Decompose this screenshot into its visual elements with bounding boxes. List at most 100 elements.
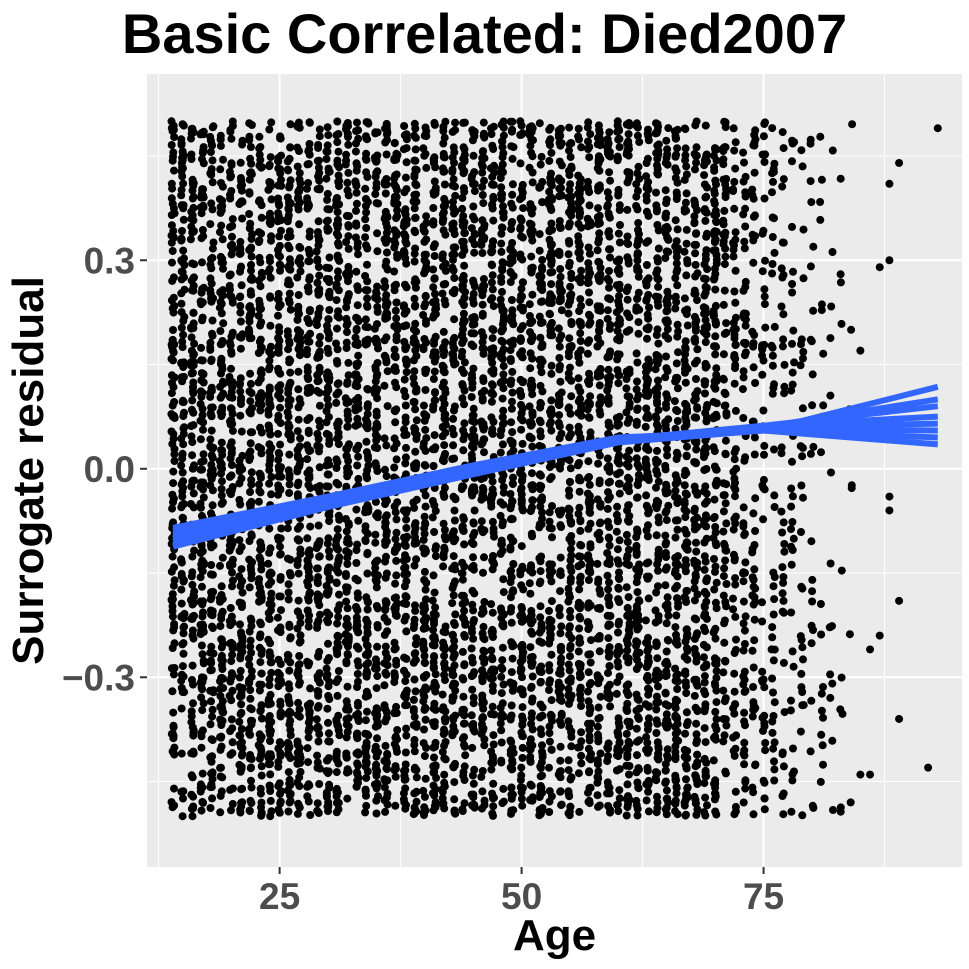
scatter-point xyxy=(517,284,526,293)
scatter-point xyxy=(459,325,467,334)
scatter-point xyxy=(215,457,224,465)
scatter-point xyxy=(517,603,526,611)
scatter-point xyxy=(392,405,401,414)
scatter-point xyxy=(507,142,516,151)
scatter-point xyxy=(177,612,186,621)
scatter-point xyxy=(467,790,476,799)
scatter-point xyxy=(228,800,237,808)
scatter-point xyxy=(265,365,273,374)
scatter-point xyxy=(410,191,419,199)
scatter-point xyxy=(354,351,363,360)
scatter-point xyxy=(419,624,428,633)
scatter-point xyxy=(410,675,419,684)
scatter-point xyxy=(430,528,439,536)
scatter-point xyxy=(189,227,198,236)
scatter-point xyxy=(486,295,495,304)
scatter-point xyxy=(208,205,217,214)
scatter-point xyxy=(219,708,228,717)
scatter-point xyxy=(275,671,284,679)
scatter-point xyxy=(294,291,303,299)
scatter-point xyxy=(537,620,546,629)
scatter-point xyxy=(392,515,401,524)
scatter-point xyxy=(555,184,564,193)
scatter-point xyxy=(383,235,392,244)
scatter-point xyxy=(190,587,199,596)
scatter-point xyxy=(469,202,478,211)
scatter-point xyxy=(518,353,527,362)
scatter-point xyxy=(187,422,196,431)
scatter-point xyxy=(362,660,371,669)
scatter-point xyxy=(373,623,382,632)
scatter-point xyxy=(392,593,400,602)
scatter-point xyxy=(527,713,536,722)
scatter-point xyxy=(352,267,361,276)
scatter-point xyxy=(315,132,324,141)
scatter-point xyxy=(207,410,215,419)
scatter-point xyxy=(409,707,418,716)
scatter-point xyxy=(373,780,382,789)
scatter-point xyxy=(343,535,352,544)
scatter-point xyxy=(325,460,334,469)
scatter-point xyxy=(227,388,236,397)
scatter-point xyxy=(362,208,371,217)
scatter-point xyxy=(469,342,478,351)
scatter-point xyxy=(226,127,235,136)
scatter-point xyxy=(196,597,205,606)
scatter-point xyxy=(518,475,527,484)
scatter-point xyxy=(363,466,372,475)
scatter-point xyxy=(488,141,497,150)
scatter-point xyxy=(206,435,215,444)
scatter-point xyxy=(245,555,254,564)
scatter-point xyxy=(246,694,255,703)
scatter-point xyxy=(564,676,573,685)
scatter-point xyxy=(343,794,352,803)
scatter-point xyxy=(390,286,399,295)
scatter-point xyxy=(374,748,382,757)
scatter-point xyxy=(411,319,420,328)
scatter-point xyxy=(535,183,544,192)
scatter-point xyxy=(499,622,508,631)
scatter-point xyxy=(351,333,360,342)
scatter-point xyxy=(295,638,304,647)
scatter-point xyxy=(538,198,547,207)
scatter-point xyxy=(196,620,205,629)
scatter-point xyxy=(305,707,314,716)
scatter-point xyxy=(392,528,401,537)
scatter-point xyxy=(429,462,438,470)
scatter-point xyxy=(564,455,573,464)
scatter-point xyxy=(274,344,283,353)
scatter-point xyxy=(206,220,215,229)
scatter-point xyxy=(419,644,428,653)
scatter-point xyxy=(371,377,380,386)
scatter-point xyxy=(498,326,507,335)
scatter-point xyxy=(450,274,459,282)
scatter-point xyxy=(412,766,421,774)
scatter-point xyxy=(325,552,334,561)
scatter-point xyxy=(363,260,371,269)
scatter-point xyxy=(487,428,496,437)
scatter-point xyxy=(256,471,265,480)
scatter-point xyxy=(343,682,352,691)
scatter-point xyxy=(333,208,342,217)
scatter-point xyxy=(469,699,478,708)
scatter-point xyxy=(228,724,237,733)
scatter-point xyxy=(363,641,372,650)
scatter-point xyxy=(344,415,353,424)
scatter-point xyxy=(537,784,545,793)
scatter-point xyxy=(470,506,479,515)
scatter-point xyxy=(420,256,429,265)
scatter-point xyxy=(480,223,488,232)
scatter-point xyxy=(186,235,195,244)
scatter-point xyxy=(516,685,525,694)
scatter-point xyxy=(276,485,285,494)
scatter-point xyxy=(410,173,419,182)
scatter-point xyxy=(216,763,225,772)
scatter-point xyxy=(206,595,215,604)
scatter-point xyxy=(323,375,332,383)
scatter-point xyxy=(527,434,536,443)
scatter-point xyxy=(372,704,381,713)
scatter-point xyxy=(276,419,285,428)
scatter-point xyxy=(566,180,575,189)
scatter-point xyxy=(333,788,342,797)
scatter-point xyxy=(373,721,382,730)
